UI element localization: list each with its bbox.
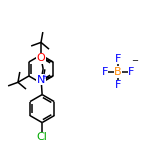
Text: Cl: Cl <box>37 133 48 142</box>
Text: F: F <box>128 67 135 77</box>
Text: +: + <box>42 74 48 80</box>
Text: F: F <box>115 80 121 90</box>
Text: −: − <box>131 56 138 65</box>
Text: F: F <box>102 67 108 77</box>
Text: N: N <box>37 75 45 85</box>
Text: B: B <box>114 67 122 77</box>
Text: O: O <box>37 53 45 63</box>
Text: F: F <box>115 54 121 64</box>
